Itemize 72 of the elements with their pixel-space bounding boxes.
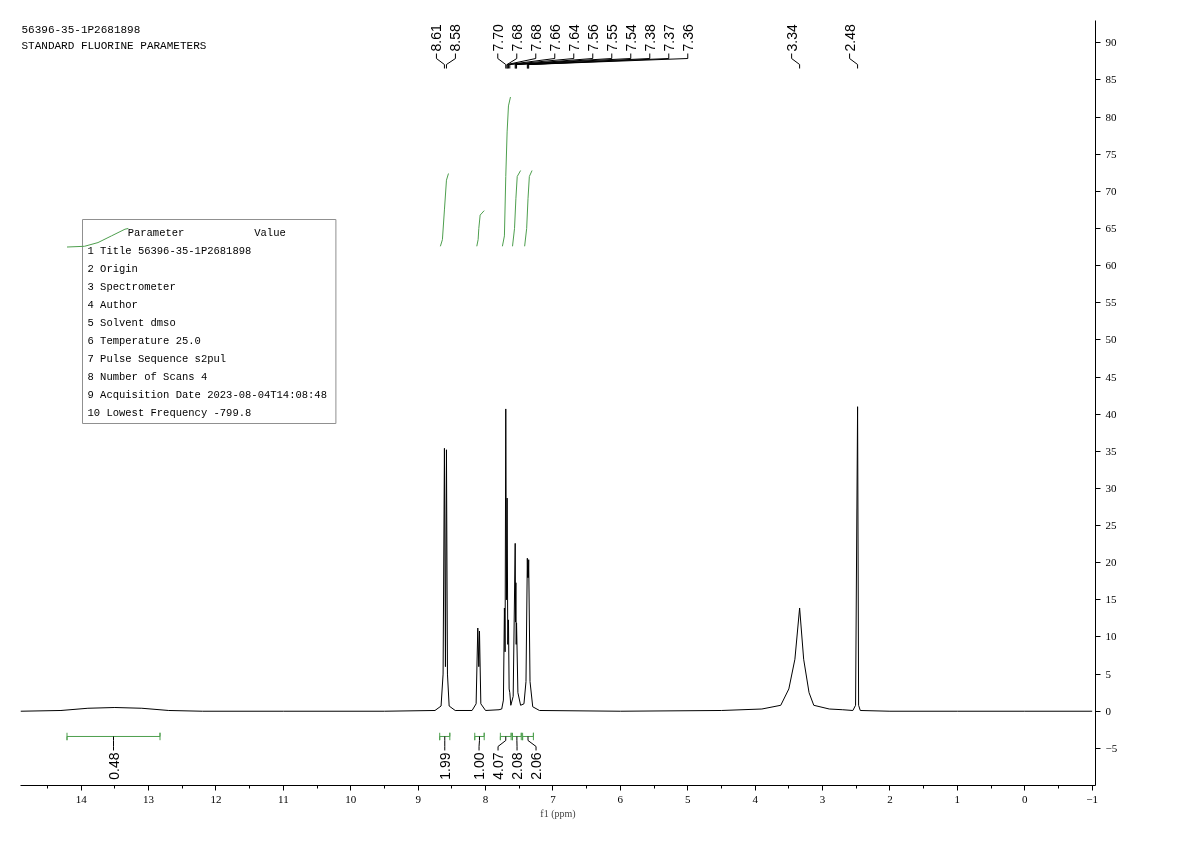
annotation: 8 Number of Scans 4 [87,370,208,383]
annotation: 7 Pulse Sequence s2pul [87,352,227,365]
annotation: 3.34 [783,24,800,52]
x-tick-label: −1 [1086,792,1098,805]
annotation: 7.54 [622,24,639,52]
x-axis-title: f1 (ppm) [540,807,576,820]
x-tick-label: 6 [617,792,624,805]
annotation: 2.06 [528,752,545,780]
y-tick-label: 45 [1105,370,1117,383]
x-tick-label: 12 [210,792,222,805]
x-tick-label: 14 [75,792,88,805]
x-tick-label: 9 [415,792,422,805]
x-tick-label: 1 [954,792,961,805]
y-tick-label: 30 [1105,481,1117,494]
annotation: 2.48 [841,24,858,52]
annotation: Value [254,226,286,239]
annotation: 1.99 [436,752,453,780]
annotation: 7.37 [660,24,677,52]
annotation: 4 Author [87,298,138,311]
y-tick-label: 5 [1105,667,1112,680]
y-tick-label: 10 [1105,630,1117,643]
annotation: 10 Lowest Frequency -799.8 [87,406,252,419]
text: STANDARD FLUORINE PARAMETERS [21,39,207,52]
annotation: 4.07 [490,752,507,780]
x-tick-label: 0 [1021,792,1028,805]
annotation: 7.64 [565,24,582,52]
y-tick-label: 75 [1105,147,1117,160]
y-tick-label: 70 [1105,184,1117,197]
y-tick-label: 85 [1105,73,1117,86]
annotation: 2 Origin [87,262,138,275]
y-tick-label: 60 [1105,259,1117,272]
y-tick-label: 20 [1105,556,1117,569]
annotation: 0.48 [105,752,122,780]
x-tick-label: 2 [887,792,893,805]
x-tick-label: 8 [482,792,489,805]
x-tick-label: 3 [819,792,826,805]
annotation: 7.70 [489,24,506,52]
x-tick-label: 13 [143,792,155,805]
annotation: 7.68 [508,24,525,52]
y-tick-label: 55 [1105,296,1117,309]
x-tick-label: 10 [345,792,357,805]
y-tick-label: 90 [1105,36,1117,49]
x-tick-label: 7 [550,792,557,805]
annotation: Parameter [127,226,185,239]
annotation: 8.61 [428,24,445,52]
y-tick-label: 50 [1105,333,1117,346]
y-tick-label: 25 [1105,519,1117,532]
y-tick-label: 35 [1105,444,1117,457]
annotation: 7.38 [641,24,658,52]
annotation: 1.00 [471,752,488,780]
y-tick-label: 0 [1105,704,1112,717]
x-tick-label: 4 [752,792,759,805]
annotation: 2.08 [509,752,526,780]
x-tick-label: 11 [278,792,289,805]
chart-title: 56396-35-1P2681898 [21,23,141,36]
annotation: 6 Temperature 25.0 [87,334,201,347]
annotation: 1 Title 56396-35-1P2681898 [87,244,252,257]
annotation: 8.58 [447,24,464,52]
x-tick-label: 5 [684,792,691,805]
y-tick-label: −5 [1105,741,1118,754]
y-tick-label: 65 [1105,221,1117,234]
annotation: 7.66 [546,24,563,52]
annotation: 7.56 [584,24,601,52]
y-tick-label: 15 [1105,593,1117,606]
annotation: 7.68 [527,24,544,52]
annotation: 3 Spectrometer [87,280,176,293]
annotation: 7.55 [603,24,620,52]
y-tick-label: 40 [1105,407,1117,420]
annotation: 5 Solvent dmso [87,316,176,329]
annotation: 9 Acquisition Date 2023-08-04T14:08:48 [87,388,327,401]
annotation: 7.36 [679,24,696,52]
y-tick-label: 80 [1105,110,1117,123]
